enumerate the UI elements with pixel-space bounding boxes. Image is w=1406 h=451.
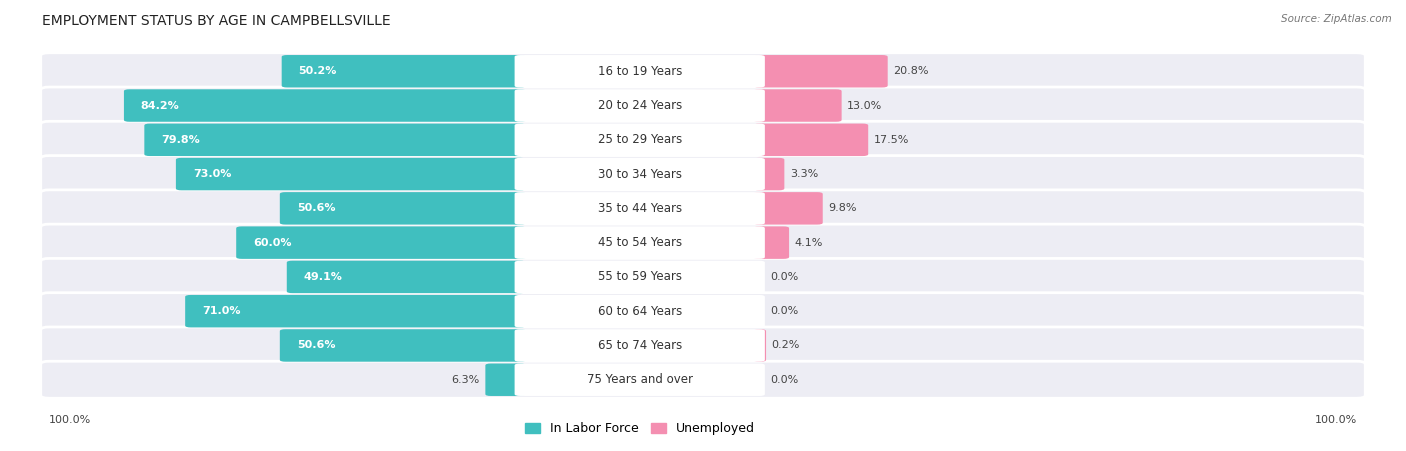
Text: 6.3%: 6.3% [451, 375, 479, 385]
Text: 100.0%: 100.0% [1315, 415, 1357, 425]
FancyBboxPatch shape [281, 55, 526, 87]
FancyBboxPatch shape [515, 158, 765, 190]
FancyBboxPatch shape [754, 124, 869, 156]
Text: 20.8%: 20.8% [893, 66, 929, 76]
Text: 73.0%: 73.0% [193, 169, 231, 179]
FancyBboxPatch shape [515, 295, 765, 327]
FancyBboxPatch shape [515, 364, 765, 396]
FancyBboxPatch shape [754, 55, 887, 87]
FancyBboxPatch shape [41, 156, 1365, 193]
Text: 71.0%: 71.0% [202, 306, 240, 316]
FancyBboxPatch shape [515, 89, 765, 122]
Text: 75 Years and over: 75 Years and over [586, 373, 693, 386]
FancyBboxPatch shape [176, 158, 526, 190]
Text: 55 to 59 Years: 55 to 59 Years [598, 271, 682, 283]
Legend: In Labor Force, Unemployed: In Labor Force, Unemployed [520, 417, 759, 440]
Text: 9.8%: 9.8% [828, 203, 856, 213]
FancyBboxPatch shape [41, 87, 1365, 124]
Text: 3.3%: 3.3% [790, 169, 818, 179]
FancyBboxPatch shape [515, 192, 765, 225]
FancyBboxPatch shape [41, 190, 1365, 227]
FancyBboxPatch shape [41, 53, 1365, 90]
Text: 65 to 74 Years: 65 to 74 Years [598, 339, 682, 352]
FancyBboxPatch shape [41, 258, 1365, 295]
FancyBboxPatch shape [280, 329, 526, 362]
Text: 79.8%: 79.8% [162, 135, 200, 145]
Text: 20 to 24 Years: 20 to 24 Years [598, 99, 682, 112]
Text: 0.0%: 0.0% [770, 306, 799, 316]
Text: 0.2%: 0.2% [772, 341, 800, 350]
Text: EMPLOYMENT STATUS BY AGE IN CAMPBELLSVILLE: EMPLOYMENT STATUS BY AGE IN CAMPBELLSVIL… [42, 14, 391, 28]
FancyBboxPatch shape [41, 361, 1365, 398]
Text: 60 to 64 Years: 60 to 64 Years [598, 305, 682, 318]
Text: 0.0%: 0.0% [770, 375, 799, 385]
Text: 17.5%: 17.5% [875, 135, 910, 145]
Text: 4.1%: 4.1% [794, 238, 823, 248]
FancyBboxPatch shape [515, 261, 765, 293]
FancyBboxPatch shape [515, 55, 765, 87]
Text: 25 to 29 Years: 25 to 29 Years [598, 133, 682, 146]
FancyBboxPatch shape [515, 329, 765, 362]
FancyBboxPatch shape [41, 121, 1365, 158]
FancyBboxPatch shape [280, 192, 526, 225]
Text: 60.0%: 60.0% [253, 238, 291, 248]
FancyBboxPatch shape [236, 226, 526, 259]
Text: 100.0%: 100.0% [49, 415, 91, 425]
FancyBboxPatch shape [145, 124, 526, 156]
FancyBboxPatch shape [124, 89, 526, 122]
Text: 0.0%: 0.0% [770, 272, 799, 282]
Text: 45 to 54 Years: 45 to 54 Years [598, 236, 682, 249]
FancyBboxPatch shape [41, 293, 1365, 330]
FancyBboxPatch shape [41, 224, 1365, 261]
FancyBboxPatch shape [41, 327, 1365, 364]
Text: 30 to 34 Years: 30 to 34 Years [598, 168, 682, 180]
Text: 49.1%: 49.1% [304, 272, 343, 282]
FancyBboxPatch shape [186, 295, 526, 327]
FancyBboxPatch shape [754, 329, 766, 362]
FancyBboxPatch shape [754, 158, 785, 190]
Text: 16 to 19 Years: 16 to 19 Years [598, 65, 682, 78]
FancyBboxPatch shape [287, 261, 526, 293]
FancyBboxPatch shape [515, 124, 765, 156]
Text: 50.6%: 50.6% [297, 341, 335, 350]
FancyBboxPatch shape [754, 226, 789, 259]
Text: 35 to 44 Years: 35 to 44 Years [598, 202, 682, 215]
Text: 84.2%: 84.2% [141, 101, 180, 110]
Text: 50.2%: 50.2% [298, 66, 337, 76]
FancyBboxPatch shape [485, 364, 526, 396]
Text: 13.0%: 13.0% [848, 101, 883, 110]
Text: 50.6%: 50.6% [297, 203, 335, 213]
Text: Source: ZipAtlas.com: Source: ZipAtlas.com [1281, 14, 1392, 23]
FancyBboxPatch shape [754, 192, 823, 225]
FancyBboxPatch shape [515, 226, 765, 259]
FancyBboxPatch shape [754, 89, 842, 122]
